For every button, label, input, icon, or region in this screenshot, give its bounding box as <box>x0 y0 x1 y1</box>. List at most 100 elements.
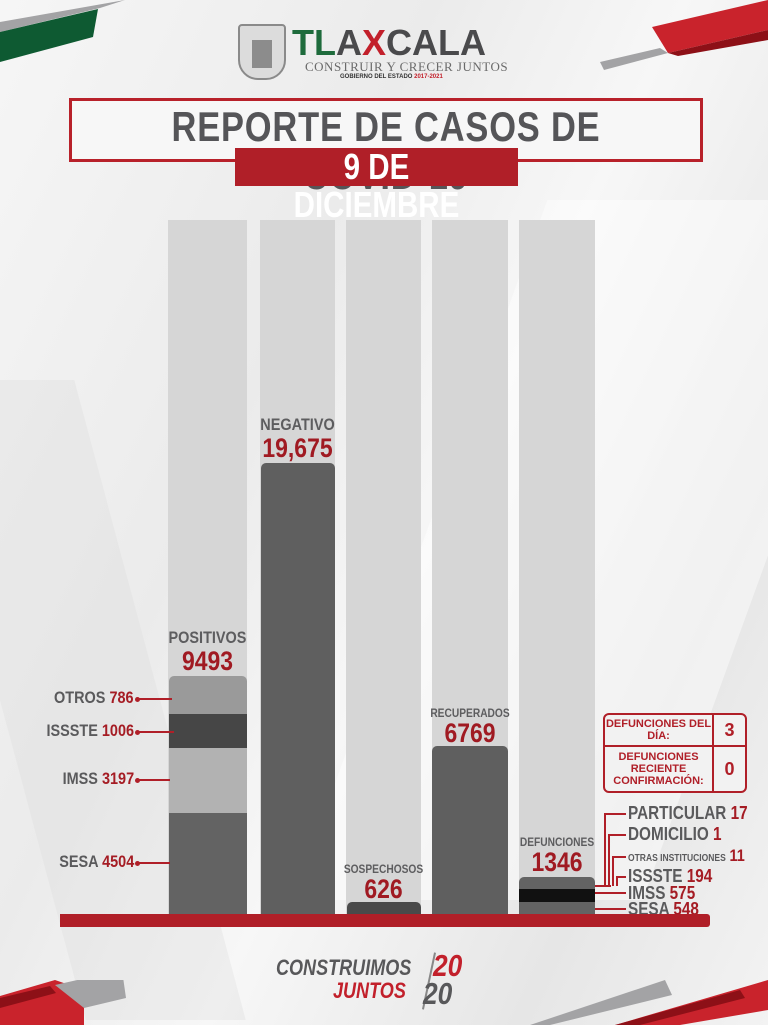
breakdown-name: IMSS <box>628 883 666 903</box>
connector-line <box>595 908 626 910</box>
connector-dot <box>135 778 140 783</box>
breakdown-name: ISSSTE <box>46 721 98 740</box>
connector-line <box>138 731 174 733</box>
report-date: 9 DE DICIEMBRE <box>293 146 460 225</box>
bar-recuperados <box>432 746 508 916</box>
footer-year-top: 20 <box>433 948 463 983</box>
connector-line <box>604 813 606 886</box>
bar-category: SOSPECHOSOS <box>343 862 424 876</box>
date-banner <box>235 148 518 186</box>
positivos-breakdown-imss: IMSS 3197 <box>62 769 134 789</box>
bottom-left-ribbon-decoration <box>0 980 126 1025</box>
deaths-table-row: DEFUNCIONES RECIENTE CONFIRMACIÓN: 0 <box>605 747 745 791</box>
top-right-ribbon-decoration <box>600 0 768 70</box>
breakdown-value: 786 <box>109 688 134 707</box>
breakdown-value: 3197 <box>101 769 134 788</box>
breakdown-value: 1 <box>713 824 722 844</box>
breakdown-value: 194 <box>686 866 713 886</box>
logo-title-part: CALA <box>386 22 486 63</box>
breakdown-name: PARTICULAR <box>628 803 727 823</box>
bar-sospechosos <box>347 902 421 916</box>
bar-value: 6769 <box>444 718 496 748</box>
defunciones-breakdown-issste: ISSSTE 194 <box>628 866 712 887</box>
logo-title-part: A <box>335 22 362 63</box>
breakdown-name: SESA <box>59 852 98 871</box>
connector-line <box>612 856 614 886</box>
footer-slogan-line2: JUNTOS <box>333 978 406 1003</box>
deaths-summary-table: DEFUNCIONES DEL DÍA: 3 DEFUNCIONES RECIE… <box>603 713 747 793</box>
connector-dot <box>135 697 140 702</box>
connector-line <box>138 779 170 781</box>
deaths-recent-label: DEFUNCIONES RECIENTE CONFIRMACIÓN: <box>605 747 714 791</box>
bar-value: 9493 <box>181 646 234 676</box>
segment-imss <box>519 889 595 902</box>
logo-title: TLAXCALA <box>292 22 486 64</box>
deaths-recent-value: 0 <box>724 758 735 779</box>
positivos-breakdown-sesa: SESA 4504 <box>59 852 134 872</box>
connector-line <box>604 813 626 815</box>
breakdown-name: IMSS <box>62 769 98 788</box>
segment-sesa <box>519 902 595 916</box>
bar-positivos <box>169 676 247 916</box>
connector-line <box>608 834 626 836</box>
sospechosos-label: SOSPECHOSOS 626 <box>333 862 434 903</box>
footer-slogan-line1: CONSTRUIMOS <box>276 955 412 980</box>
defunciones-breakdown-particular: PARTICULAR 17 <box>628 803 748 824</box>
breakdown-value: 575 <box>669 883 696 903</box>
bar-track-defunciones <box>519 220 595 916</box>
breakdown-value: 17 <box>730 803 748 823</box>
segment-issste <box>169 714 247 748</box>
breakdown-name: ISSSTE <box>628 866 683 886</box>
recuperados-label: RECUPERADOS 6769 <box>420 706 520 747</box>
breakdown-value: 1006 <box>101 721 134 740</box>
bar-category: RECUPERADOS <box>430 706 510 720</box>
bar-track-sospechosos <box>346 220 421 916</box>
defunciones-label: DEFUNCIONES 1346 <box>505 835 609 876</box>
logo-title-part: TL <box>292 22 336 63</box>
positivos-breakdown-issste: ISSSTE 1006 <box>46 721 134 741</box>
logo-government-text: GOBIERNO DEL ESTADO <box>340 74 413 80</box>
breakdown-value: 4504 <box>101 852 134 871</box>
connector-dot <box>135 730 140 735</box>
bar-category: DEFUNCIONES <box>519 835 595 849</box>
positivos-breakdown-otros: OTROS 786 <box>54 688 134 708</box>
bar-negativo <box>261 463 335 916</box>
bar-value: 1346 <box>531 847 583 877</box>
top-left-ribbon-decoration <box>0 0 125 62</box>
bar-category: POSITIVOS <box>168 628 247 647</box>
segment-other-deaths <box>519 877 595 889</box>
logo-government-line: GOBIERNO DEL ESTADO 2017-2021 <box>340 74 443 80</box>
breakdown-name: OTRAS INSTITUCIONES <box>628 853 726 864</box>
bar-category: NEGATIVO <box>260 415 335 434</box>
defunciones-breakdown-imss: IMSS 575 <box>628 883 695 904</box>
defunciones-breakdown-domicilio: DOMICILIO 1 <box>628 824 722 845</box>
state-coat-of-arms-icon <box>238 24 286 80</box>
breakdown-value: 11 <box>729 846 745 865</box>
connector-line <box>138 698 172 700</box>
footer-year-bottom: 20 <box>423 976 453 1011</box>
connector-line <box>612 856 626 858</box>
breakdown-name: DOMICILIO <box>628 824 709 844</box>
connector-line <box>616 876 626 878</box>
logo-title-part: X <box>361 22 386 63</box>
logo-years: 2017-2021 <box>414 74 443 80</box>
connector-line <box>595 885 611 887</box>
deaths-today-value: 3 <box>724 719 735 740</box>
connector-line <box>138 862 170 864</box>
bar-defunciones <box>519 877 595 916</box>
bottom-right-ribbon-decoration <box>530 980 768 1025</box>
chart-baseline <box>60 914 710 927</box>
deaths-today-label: DEFUNCIONES DEL DÍA: <box>605 715 714 745</box>
connector-line <box>616 876 618 886</box>
negativo-label: NEGATIVO 19,675 <box>245 415 350 462</box>
bar-value: 19,675 <box>262 433 333 463</box>
connector-line <box>595 892 626 894</box>
breakdown-name: OTROS <box>54 688 106 707</box>
segment-sesa <box>169 813 247 916</box>
logo-subtitle: CONSTRUIR Y CRECER JUNTOS <box>305 59 509 74</box>
positivos-label: POSITIVOS 9493 <box>150 628 265 675</box>
deaths-table-row: DEFUNCIONES DEL DÍA: 3 <box>605 715 745 747</box>
segment-otros <box>169 676 247 714</box>
bar-value: 626 <box>364 874 403 904</box>
